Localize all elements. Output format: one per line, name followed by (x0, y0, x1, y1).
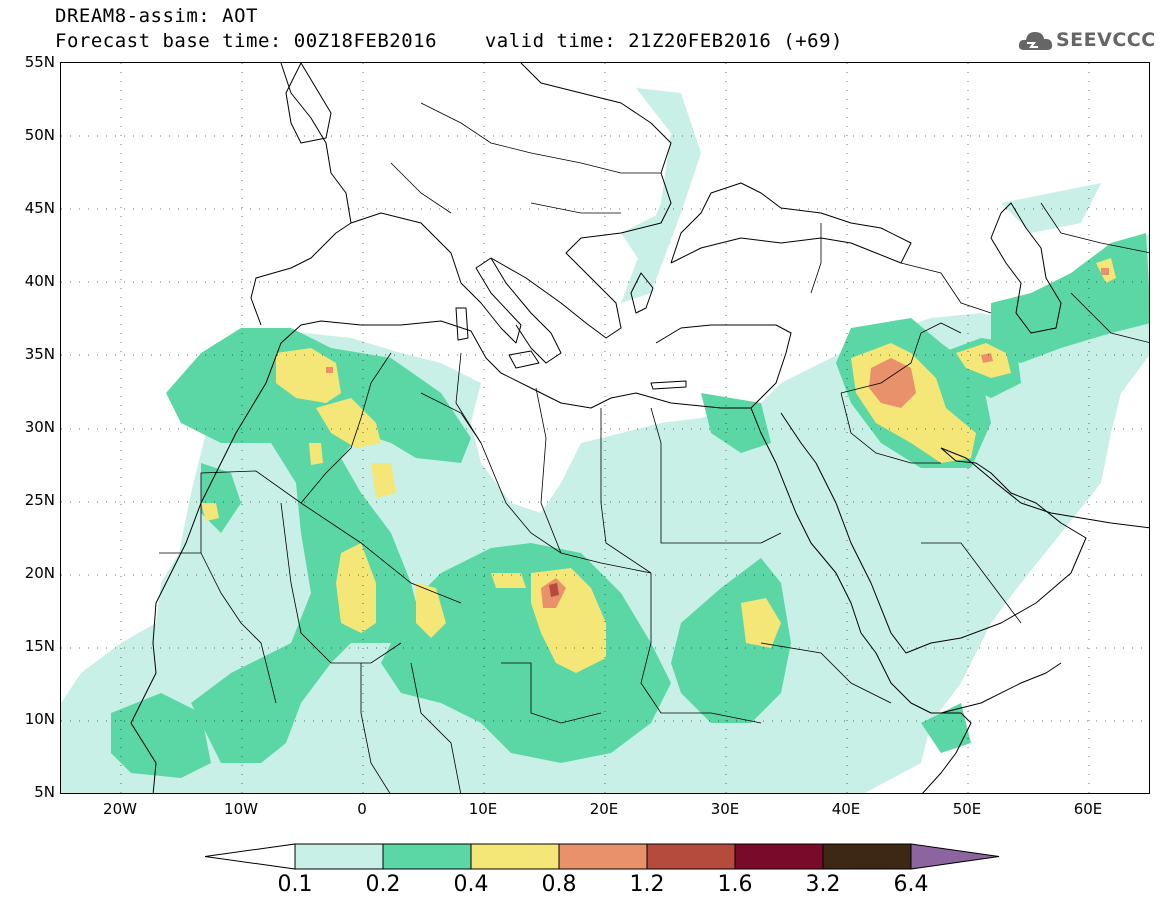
lat-label-40n: 40N (24, 272, 55, 290)
colorbar-label-4: 1.2 (629, 872, 665, 897)
lat-label-5n: 5N (34, 783, 55, 801)
colorbar-bin-3 (558, 843, 648, 870)
logo-text: SEEVCCC (1056, 29, 1156, 51)
lon-label-30e: 30E (710, 800, 740, 818)
colorbar-label-2: 0.4 (453, 872, 489, 897)
lat-label-20n: 20N (24, 564, 55, 582)
lon-label-0: 0 (357, 800, 367, 818)
colorbar-bin-6 (822, 843, 912, 870)
lat-label-10n: 10N (24, 710, 55, 728)
colorbar-label-3: 0.8 (541, 872, 577, 897)
coastlines (130, 63, 1149, 793)
lat-label-50n: 50N (24, 126, 55, 144)
map-title: DREAM8-assim: AOT (55, 5, 258, 27)
aot-map (60, 62, 1150, 794)
colorbar-label-6: 3.2 (805, 872, 841, 897)
colorbar-over-triangle (910, 843, 1000, 870)
base-time: Forecast base time: 00Z18FEB2016 (55, 30, 438, 52)
colorbar-bin-2 (470, 843, 560, 870)
lat-label-45n: 45N (24, 199, 55, 217)
forecast-times: Forecast base time: 00Z18FEB2016 valid t… (55, 30, 843, 52)
lon-label-10w: 10W (224, 800, 258, 818)
colorbar-label-7: 6.4 (893, 872, 929, 897)
colorbar (205, 843, 1000, 870)
colorbar-bin-5 (734, 843, 824, 870)
colorbar-label-0: 0.1 (277, 872, 313, 897)
colorbar-under-triangle (205, 843, 296, 870)
lat-label-25n: 25N (24, 491, 55, 509)
lon-label-10e: 10E (468, 800, 498, 818)
lon-label-60e: 60E (1073, 800, 1103, 818)
lat-label-55n: 55N (24, 53, 55, 71)
lat-label-35n: 35N (24, 345, 55, 363)
borders (159, 102, 1149, 793)
cloud-icon (1018, 32, 1053, 50)
lat-label-30n: 30N (24, 418, 55, 436)
colorbar-label-5: 1.6 (717, 872, 753, 897)
lon-label-20w: 20W (103, 800, 137, 818)
colorbar-bin-1 (382, 843, 472, 870)
seevccc-logo: SEEVCCC (1018, 28, 1155, 54)
colorbar-label-1: 0.2 (365, 872, 401, 897)
colorbar-bin-0 (294, 843, 384, 870)
lon-label-50e: 50E (952, 800, 982, 818)
lat-label-15n: 15N (24, 637, 55, 655)
colorbar-bin-4 (646, 843, 736, 870)
lon-label-20e: 20E (589, 800, 619, 818)
valid-time: valid time: 21Z20FEB2016 (+69) (484, 30, 843, 52)
lon-label-40e: 40E (831, 800, 861, 818)
